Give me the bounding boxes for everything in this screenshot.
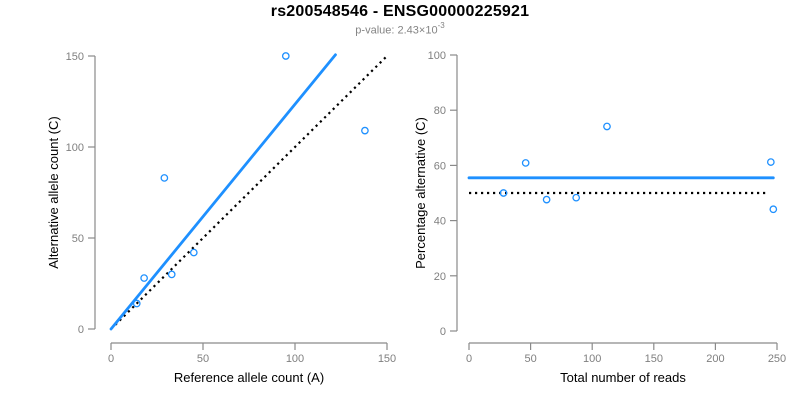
x-tick-label: 50 — [524, 353, 536, 365]
plot-title: rs200548546 - ENSG00000225921 — [270, 3, 530, 20]
data-point — [140, 274, 148, 282]
reference-line — [110, 55, 388, 330]
y-tick-label: 0 — [78, 324, 84, 336]
fit-line — [109, 53, 337, 331]
allele-count-scatter-panel: 0 50 100 150 0 50 100 150 Reference allele count… — [46, 51, 396, 385]
data-point — [132, 299, 141, 308]
y-axis-title: Percentage alternative (C) — [413, 117, 428, 269]
x-axis-title: Reference allele count (A) — [174, 370, 324, 385]
y-tick-label: 40 — [434, 216, 446, 228]
x-tick-label: 100 — [286, 353, 304, 365]
y-tick-label: 60 — [434, 160, 446, 172]
x-tick-label: 50 — [197, 353, 209, 365]
y-tick-label: 100 — [428, 50, 446, 62]
y-tick-label: 80 — [434, 105, 446, 117]
data-point — [572, 193, 581, 202]
plot-subtitle: p-value: 2.43×10-3 — [0, 21, 800, 37]
y-tick-label: 50 — [72, 233, 84, 245]
data-point — [160, 174, 169, 182]
data-point — [542, 195, 551, 204]
pvalue-exponent: -3 — [437, 21, 445, 30]
x-tick-label: 150 — [645, 353, 663, 365]
y-tick-label: 0 — [440, 326, 446, 338]
data-point — [603, 122, 611, 131]
data-point — [769, 205, 778, 214]
data-point — [167, 270, 176, 279]
data-point — [189, 248, 198, 257]
x-tick-label: 200 — [706, 353, 724, 365]
y-tick-label: 20 — [434, 271, 446, 283]
y-tick-label: 100 — [66, 142, 84, 154]
x-tick-label: 100 — [583, 353, 601, 365]
y-axis-title: Alternative allele count (C) — [46, 116, 61, 268]
x-tick-label: 0 — [108, 353, 114, 365]
x-axis-title: Total number of reads — [560, 370, 686, 385]
data-point — [766, 158, 775, 166]
x-tick-label: 0 — [466, 353, 472, 365]
pvalue-text: p-value: 2.43×10 — [355, 24, 438, 37]
x-tick-label: 250 — [768, 353, 786, 365]
data-point — [499, 189, 508, 197]
x-tick-label: 150 — [378, 353, 396, 365]
data-point — [361, 126, 369, 135]
data-point — [281, 52, 290, 60]
percentage-reads-panel: 0 20 40 60 80 100 0 50 100 150 200 250 Total number … — [413, 50, 786, 385]
data-point — [521, 159, 530, 167]
y-tick-label: 150 — [66, 51, 84, 63]
